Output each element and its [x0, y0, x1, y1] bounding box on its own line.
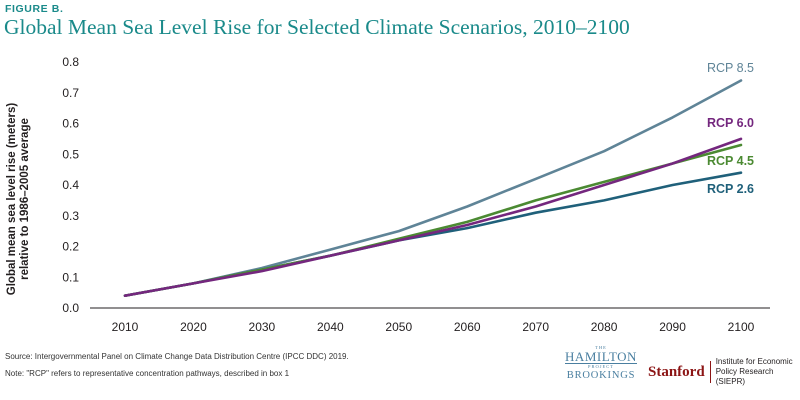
brookings-text: BROOKINGS — [566, 370, 636, 381]
chart-title: Global Mean Sea Level Rise for Selected … — [4, 15, 630, 39]
y-tick-label: 0.7 — [62, 86, 79, 100]
series-label: RCP 6.0 — [707, 116, 754, 130]
y-tick-label: 0.1 — [62, 270, 79, 284]
x-tick-label: 2100 — [728, 320, 755, 334]
series-line-rcp-8-5 — [123, 79, 743, 298]
stanford-wordmark: Stanford — [648, 361, 711, 383]
x-tick-label: 2030 — [249, 320, 276, 334]
series-label: RCP 8.5 — [707, 61, 754, 75]
y-tick-label: 0.4 — [62, 178, 79, 192]
x-tick-label: 2050 — [385, 320, 412, 334]
source-note: Source: Intergovernmental Panel on Clima… — [5, 352, 349, 361]
series-label: RCP 4.5 — [707, 154, 754, 168]
series-labels: RCP 8.5 RCP 6.0 RCP 4.5 RCP 2.6 — [707, 61, 754, 196]
series-line-rcp-4-5 — [123, 143, 743, 298]
siepr-name: Institute for Economic Policy Research (… — [715, 357, 793, 386]
footnote: Note: "RCP" refers to representative con… — [5, 369, 290, 378]
hamilton-project-text: PROJECT — [587, 364, 614, 369]
x-tick-label: 2040 — [317, 320, 344, 334]
series-label: RCP 2.6 — [707, 182, 754, 196]
y-tick-label: 0.6 — [62, 117, 79, 131]
hamilton-name-text: HAMILTON — [565, 349, 637, 364]
series-line-rcp-6-0 — [123, 137, 743, 298]
y-tick-label: 0.8 — [62, 55, 79, 69]
x-tick-label: 2060 — [454, 320, 481, 334]
y-tick-label: 0.2 — [62, 240, 79, 254]
hamilton-project-logo: THE HAMILTON PROJECT BROOKINGS — [565, 345, 637, 382]
x-tick-label: 2020 — [180, 320, 207, 334]
chart-series — [123, 79, 743, 298]
x-tick-label: 2090 — [659, 320, 686, 334]
x-tick-label: 2010 — [112, 320, 139, 334]
y-tick-label: 0.5 — [62, 147, 79, 161]
y-tick-label: 0.0 — [62, 301, 79, 315]
figure-label: FIGURE B. — [5, 3, 64, 15]
x-tick-label: 2070 — [522, 320, 549, 334]
chart-axes: 0.0 0.1 0.2 0.3 0.4 0.5 0.6 0.7 0.8 2010 2020 2030 2… — [62, 55, 770, 334]
stanford-siepr-logo: Stanford Institute for Economic Policy R… — [648, 357, 800, 387]
hamilton-the-text: THE — [595, 345, 607, 350]
x-tick-label: 2080 — [591, 320, 618, 334]
y-tick-label: 0.3 — [62, 209, 79, 223]
